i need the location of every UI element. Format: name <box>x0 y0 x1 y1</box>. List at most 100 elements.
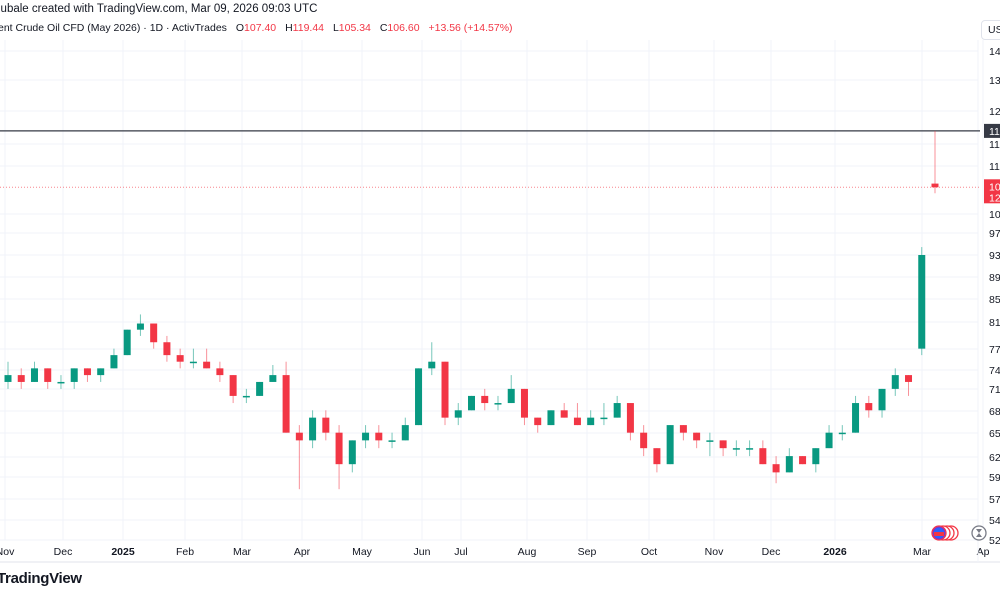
close-price-tag <box>984 179 1000 204</box>
candle <box>335 425 343 490</box>
candle <box>295 425 303 490</box>
candle <box>719 440 727 457</box>
x-tick-label: Mar <box>233 546 252 558</box>
candle <box>772 456 780 484</box>
candle <box>706 432 714 457</box>
y-tick-label: 65 <box>989 428 1000 440</box>
candle-body <box>799 456 807 465</box>
candle-body <box>494 403 502 405</box>
y-tick-label: 57 <box>989 494 1000 506</box>
candle-body <box>865 403 873 411</box>
high-price-tag <box>984 123 1000 138</box>
candle-body <box>812 448 820 465</box>
economic-events-icon[interactable] <box>931 525 959 541</box>
y-tick-label: 74 <box>989 365 1000 377</box>
candle <box>865 395 873 418</box>
candle <box>838 425 846 441</box>
close-label: C <box>379 22 388 34</box>
x-tick-label: Feb <box>176 546 194 558</box>
candle-body <box>481 395 489 404</box>
candle <box>242 388 250 404</box>
candle <box>428 342 436 376</box>
candle-body <box>70 368 78 382</box>
candle <box>282 361 290 433</box>
candle <box>17 368 25 389</box>
x-tick-label: Mar <box>913 546 932 558</box>
candle <box>256 381 264 396</box>
y-tick-label: 71 <box>989 384 1000 396</box>
candle <box>534 417 542 433</box>
candle-body <box>229 375 237 396</box>
candle <box>560 403 568 418</box>
candle <box>150 323 158 349</box>
candle <box>401 417 409 441</box>
candle-body <box>666 425 674 465</box>
candle <box>547 410 555 426</box>
candle <box>348 440 356 473</box>
candle-body <box>772 464 780 473</box>
candle <box>613 395 621 418</box>
candle-body <box>441 361 449 418</box>
candle <box>97 368 105 382</box>
low-label: L <box>332 22 339 34</box>
candle-body <box>693 432 701 441</box>
candle <box>693 432 701 449</box>
candle-body <box>679 425 687 433</box>
candle-body <box>203 361 211 369</box>
candle <box>481 388 489 411</box>
candle-body <box>150 323 158 343</box>
candle <box>229 375 237 404</box>
candle-body <box>216 368 224 376</box>
x-tick-label: Nov <box>0 546 15 558</box>
candle-body <box>653 448 661 465</box>
candle <box>653 448 661 473</box>
close-price-tag-label: 10 <box>989 181 1000 193</box>
candle-body <box>759 448 767 465</box>
x-tick-label: 2026 <box>823 546 847 558</box>
candle-body <box>269 375 277 382</box>
chart-credit: lubale created with TradingView.com, Mar… <box>0 3 318 15</box>
candle-body <box>878 388 886 411</box>
candle <box>123 329 131 356</box>
candle <box>573 403 581 426</box>
candle <box>110 348 118 369</box>
candle-body <box>348 440 356 465</box>
x-tick-label: Dec <box>54 546 73 558</box>
candle-body <box>362 432 370 441</box>
symbol-title[interactable]: ent Crude Oil CFD (May 2026) · 1D · Acti… <box>0 22 227 34</box>
candle <box>216 361 224 382</box>
candle <box>931 130 939 194</box>
y-tick-label: 93 <box>989 250 1000 262</box>
candle-body <box>732 448 740 450</box>
candle-body <box>520 388 528 418</box>
candle <box>587 410 595 426</box>
candle-body <box>17 375 25 382</box>
candle-body <box>83 368 91 376</box>
candle-body <box>295 432 303 441</box>
currency-button[interactable]: US <box>981 20 1000 40</box>
candle-body <box>918 255 926 349</box>
y-tick-label: 13 <box>989 75 1000 87</box>
candle-body <box>746 448 754 450</box>
change-value: +13.56 (+14.57%) <box>428 22 513 34</box>
candle <box>4 361 12 389</box>
high-value: 119.44 <box>292 22 325 34</box>
candle <box>70 368 78 389</box>
candle-body <box>322 417 330 433</box>
candle <box>136 314 144 336</box>
candle-body <box>626 403 634 433</box>
x-tick-label: Aug <box>518 546 537 558</box>
high-price-tag-label: 11 <box>989 126 1000 138</box>
y-tick-label: 81 <box>989 317 1000 329</box>
candle-body <box>785 456 793 473</box>
hourglass-icon[interactable] <box>971 525 987 541</box>
x-tick-label: Dec <box>762 546 781 558</box>
x-tick-label: Jun <box>414 546 431 558</box>
candle <box>375 425 383 449</box>
candle <box>507 375 515 404</box>
candle-body <box>189 361 197 364</box>
candle-body <box>905 375 913 382</box>
candle-body <box>852 403 860 433</box>
y-tick-label: 59 <box>989 472 1000 484</box>
